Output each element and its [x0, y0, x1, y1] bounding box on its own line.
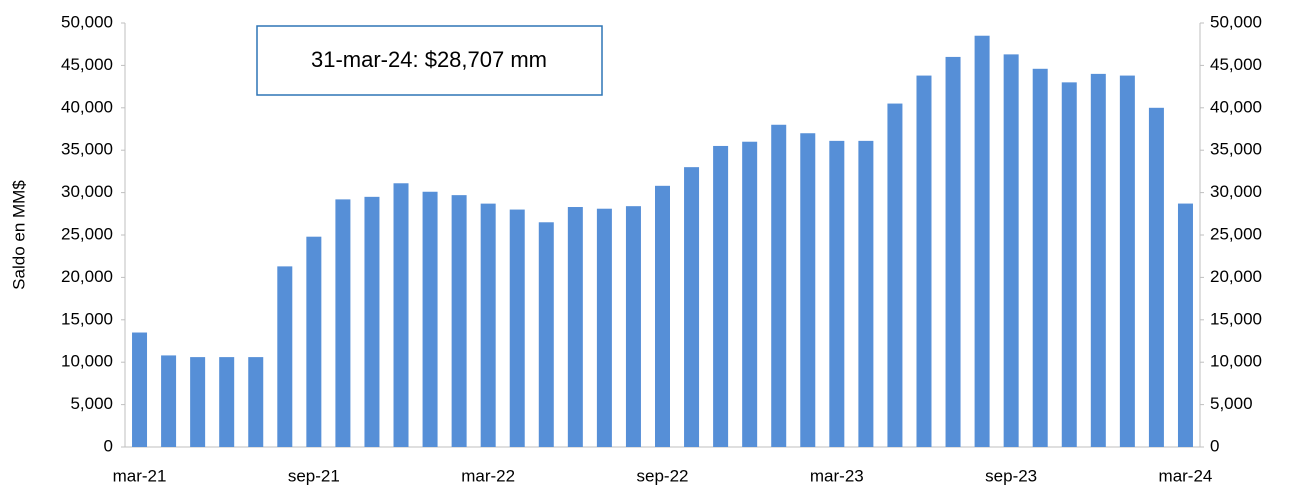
bar [364, 196, 380, 447]
y-tick-label: 35,000 [61, 140, 113, 159]
annotation: 31-mar-24: $28,707 mm [311, 47, 547, 72]
bar [1090, 73, 1106, 447]
y-axis-label: Saldo en MM$ [9, 180, 28, 290]
x-tick-label: mar-23 [810, 466, 864, 485]
bar [625, 206, 641, 447]
y-tick-label: 20,000 [61, 267, 113, 286]
bar [451, 195, 467, 447]
bar [161, 355, 177, 447]
bar [567, 207, 583, 447]
bar [219, 357, 235, 447]
bar [713, 145, 729, 447]
x-tick-label: mar-22 [461, 466, 515, 485]
bar [1061, 82, 1077, 448]
bar [335, 199, 351, 447]
y-tick-label: 30,000 [61, 182, 113, 201]
annotation-box [256, 25, 603, 96]
y2-tick-label: 35,000 [1210, 140, 1262, 159]
bar [742, 141, 758, 447]
x-tick-label: mar-24 [1159, 466, 1213, 485]
y2-tick-label: 45,000 [1210, 55, 1262, 74]
y-tick-label: 50,000 [61, 12, 113, 31]
bar [887, 103, 903, 447]
bar [916, 75, 932, 448]
bar [945, 56, 961, 448]
x-tick-label: sep-22 [637, 466, 689, 485]
y-tick-label: 40,000 [61, 97, 113, 116]
bar [190, 357, 206, 447]
y2-tick-label: 15,000 [1210, 309, 1262, 328]
x-tick-label: sep-21 [288, 466, 340, 485]
bar [858, 140, 874, 447]
y2-tick-label: 40,000 [1210, 97, 1262, 116]
bar [277, 266, 293, 447]
bar [538, 222, 554, 447]
y2-tick-label: 5,000 [1210, 394, 1253, 413]
x-tick-label: sep-23 [985, 466, 1037, 485]
y-tick-label: 15,000 [61, 309, 113, 328]
y2-tick-label: 25,000 [1210, 224, 1262, 243]
bar [974, 35, 990, 447]
y-tick-label: 10,000 [61, 352, 113, 371]
bar [422, 191, 438, 447]
y2-tick-label: 10,000 [1210, 352, 1262, 371]
y-tick-label: 0 [104, 436, 113, 455]
y2-tick-label: 0 [1210, 436, 1219, 455]
bar [1119, 75, 1135, 448]
bar [509, 209, 525, 447]
bar [1032, 68, 1048, 448]
bar [829, 140, 845, 447]
bar [800, 133, 816, 448]
bar [248, 357, 264, 447]
bar [480, 203, 496, 447]
bar [306, 236, 322, 447]
bar [1148, 107, 1164, 448]
y-tick-label: 25,000 [61, 224, 113, 243]
x-tick-label: mar-21 [113, 466, 167, 485]
y2-tick-label: 30,000 [1210, 182, 1262, 201]
y2-tick-label: 50,000 [1210, 12, 1262, 31]
bar [1177, 203, 1193, 447]
y2-tick-label: 20,000 [1210, 267, 1262, 286]
bar [132, 332, 148, 447]
bar [596, 208, 612, 447]
bar [1003, 54, 1019, 447]
y-tick-label: 45,000 [61, 55, 113, 74]
bar [684, 167, 700, 447]
bar [771, 124, 787, 447]
bar [655, 185, 670, 448]
y-tick-label: 5,000 [70, 394, 113, 413]
bar [393, 183, 409, 447]
